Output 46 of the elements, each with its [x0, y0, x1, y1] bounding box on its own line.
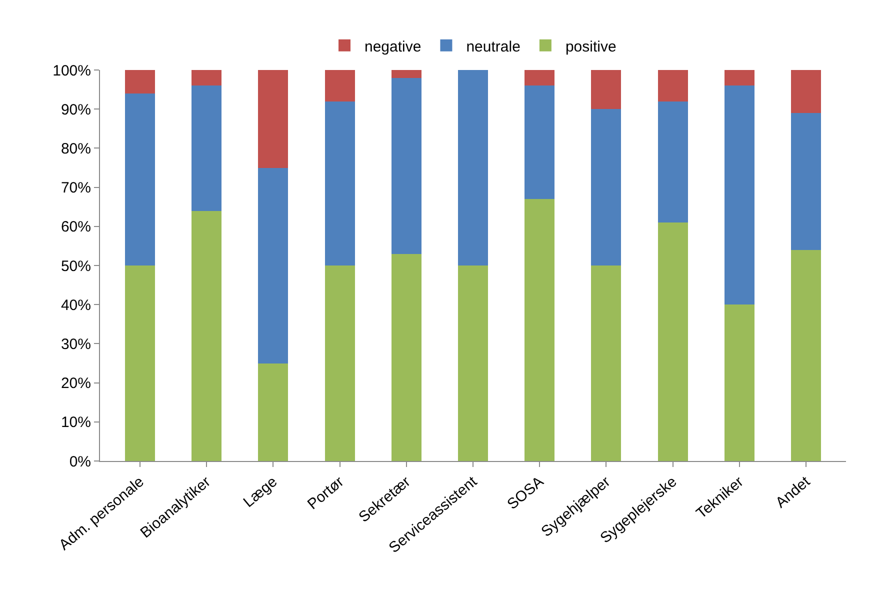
- bar: [591, 109, 622, 266]
- y-tick-label: 10%: [60, 414, 91, 432]
- bar: [124, 93, 155, 266]
- bar: [192, 70, 222, 86]
- bar: [524, 70, 555, 86]
- bar: [658, 101, 688, 222]
- bar: [458, 70, 488, 266]
- y-tick-label: 30%: [60, 336, 91, 353]
- bar: [124, 266, 155, 461]
- bar: [192, 210, 222, 461]
- y-tick-label: 40%: [60, 296, 91, 314]
- bar: [391, 70, 422, 78]
- bar: [724, 304, 754, 461]
- legend-label: neutrale: [466, 38, 520, 56]
- bar: [192, 86, 222, 211]
- legend-label: negative: [364, 38, 422, 56]
- bar: [324, 70, 355, 102]
- bar: [324, 101, 355, 266]
- bar: [658, 222, 688, 461]
- y-tick-label: 0%: [69, 453, 91, 470]
- y-tick-label: 20%: [60, 375, 91, 392]
- y-tick-label: 70%: [60, 180, 91, 197]
- bar: [324, 266, 355, 461]
- y-tick-label: 90%: [60, 101, 91, 118]
- legend-label: positive: [565, 38, 616, 56]
- bar: [124, 70, 155, 94]
- bar: [591, 70, 622, 110]
- bar: [458, 266, 488, 461]
- bar: [391, 78, 422, 254]
- bar: [258, 168, 288, 364]
- bar: [258, 363, 288, 461]
- bar: [791, 250, 822, 461]
- y-tick-label: 60%: [60, 218, 91, 236]
- bar: [524, 86, 555, 200]
- bar: [391, 254, 422, 461]
- bar: [724, 70, 754, 86]
- bar: [791, 70, 822, 114]
- bar: [258, 70, 288, 168]
- bar: [591, 266, 622, 461]
- bar: [524, 199, 555, 461]
- bar: [658, 70, 688, 102]
- bar: [724, 86, 754, 305]
- y-tick-label: 50%: [60, 258, 91, 275]
- bar: [791, 113, 822, 250]
- y-tick-label: 80%: [60, 140, 91, 158]
- y-tick-label: 100%: [52, 62, 91, 80]
